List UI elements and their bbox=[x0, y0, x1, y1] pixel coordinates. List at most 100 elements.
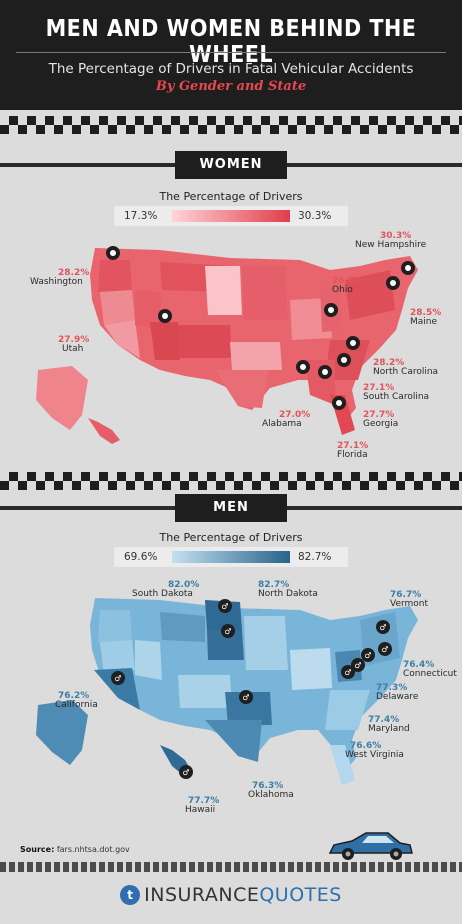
state-california bbox=[94, 668, 140, 710]
pct-hawaii: 77.7% bbox=[188, 796, 220, 806]
svg-text:♂: ♂ bbox=[221, 602, 228, 611]
state-alaska bbox=[36, 700, 88, 765]
label-delaware: Delaware bbox=[376, 692, 419, 702]
pin-icon bbox=[324, 303, 338, 317]
pct-south-carolina: 27.1% bbox=[363, 383, 395, 393]
male-symbol-icon: ♂ bbox=[351, 658, 365, 672]
state-south-dakota bbox=[207, 630, 244, 660]
state-oklahoma bbox=[225, 692, 272, 725]
state-oklahoma bbox=[230, 342, 282, 370]
pin-icon bbox=[296, 360, 310, 374]
source-label: Source: bbox=[20, 845, 55, 854]
svg-text:♂: ♂ bbox=[242, 693, 249, 702]
label-south-carolina: South Carolina bbox=[363, 392, 430, 402]
label-vermont: Vermont bbox=[390, 599, 429, 609]
women-legend-low: 17.3% bbox=[124, 210, 158, 222]
pct-florida: 27.1% bbox=[337, 441, 369, 451]
women-legend: 17.3% 30.3% bbox=[114, 206, 348, 226]
page-tagline: By Gender and State bbox=[155, 79, 307, 94]
state-north-dakota bbox=[205, 600, 242, 630]
pin-icon bbox=[158, 309, 172, 323]
men-us-map: ♂ ♂ ♂ ♂ ♂ ♂ ♂ ♂ ♂ ♂ bbox=[36, 598, 418, 785]
label-florida: Florida bbox=[337, 450, 368, 460]
male-symbol-icon: ♂ bbox=[376, 620, 390, 634]
state-minnesota bbox=[242, 266, 288, 320]
pct-georgia: 27.7% bbox=[363, 410, 395, 420]
male-symbol-icon: ♂ bbox=[378, 642, 392, 656]
checkered-strip bbox=[0, 116, 462, 134]
state-montana bbox=[160, 612, 205, 642]
state-texas bbox=[215, 370, 268, 408]
women-legend-title: The Percentage of Drivers bbox=[159, 190, 303, 203]
header-banner: MEN AND WOMEN BEHIND THE WHEEL The Perce… bbox=[0, 0, 462, 110]
pct-alabama: 27.0% bbox=[279, 410, 311, 420]
logo-text-insurance: INSURANCE bbox=[144, 884, 260, 906]
women-state-shapes bbox=[36, 248, 418, 444]
pin-icon bbox=[318, 365, 332, 379]
label-maine: Maine bbox=[410, 317, 438, 327]
pin-icon bbox=[337, 353, 351, 367]
car-illustration bbox=[328, 832, 413, 860]
label-south-dakota: South Dakota bbox=[132, 589, 193, 599]
women-map-pins bbox=[106, 246, 415, 410]
pin-icon bbox=[106, 246, 120, 260]
pct-north-carolina: 28.2% bbox=[373, 358, 405, 368]
pct-washington: 28.2% bbox=[58, 268, 90, 278]
label-hawaii: Hawaii bbox=[185, 805, 216, 815]
pin-icon bbox=[346, 336, 360, 350]
logo-text-quotes: QUOTES bbox=[259, 884, 342, 906]
state-idaho bbox=[135, 290, 162, 330]
svg-text:♂: ♂ bbox=[381, 645, 388, 654]
state-oregon bbox=[100, 640, 135, 675]
male-symbol-icon: ♂ bbox=[239, 690, 253, 704]
men-legend-low: 69.6% bbox=[124, 551, 158, 563]
label-alabama: Alabama bbox=[262, 419, 302, 429]
state-california bbox=[104, 320, 140, 358]
men-legend-high: 82.7% bbox=[298, 551, 332, 563]
state-colorado bbox=[178, 325, 232, 358]
state-midwest bbox=[290, 648, 332, 690]
men-legend: 69.6% 82.7% bbox=[114, 547, 348, 567]
state-colorado bbox=[178, 675, 232, 708]
logo-mark-icon: t bbox=[120, 885, 141, 905]
label-west-virginia: West Virginia bbox=[345, 750, 404, 760]
state-dakotas bbox=[205, 266, 242, 315]
brand-logo: t INSURANCEQUOTES bbox=[0, 884, 462, 906]
svg-text:♂: ♂ bbox=[114, 674, 121, 683]
pin-icon bbox=[401, 261, 415, 275]
svg-text:♂: ♂ bbox=[379, 623, 386, 632]
label-north-carolina: North Carolina bbox=[373, 367, 439, 377]
state-hawaii bbox=[88, 418, 120, 444]
women-us-map bbox=[36, 246, 418, 444]
men-map-pins: ♂ ♂ ♂ ♂ ♂ ♂ ♂ ♂ ♂ ♂ bbox=[111, 599, 392, 779]
label-georgia: Georgia bbox=[363, 419, 399, 429]
label-maryland: Maryland bbox=[368, 724, 410, 734]
svg-text:♂: ♂ bbox=[344, 668, 351, 677]
pct-maine: 28.5% bbox=[410, 308, 442, 318]
label-connecticut: Connecticut bbox=[403, 669, 457, 679]
pin-icon bbox=[332, 396, 346, 410]
state-idaho bbox=[135, 640, 162, 680]
state-florida bbox=[330, 745, 355, 785]
source-note: Source: fars.nhtsa.dot.gov bbox=[20, 845, 130, 854]
women-legend-gradient bbox=[172, 210, 290, 222]
state-texas bbox=[205, 720, 262, 762]
label-california: California bbox=[55, 700, 98, 710]
svg-text:♂: ♂ bbox=[224, 627, 231, 636]
label-washington: Washington bbox=[30, 277, 83, 287]
state-carolinas bbox=[325, 690, 370, 730]
pct-new-hampshire: 30.3% bbox=[380, 231, 412, 241]
svg-text:♂: ♂ bbox=[354, 661, 361, 670]
pct-west-virginia: 76.6% bbox=[350, 741, 382, 751]
pct-vermont: 76.7% bbox=[390, 590, 422, 600]
male-symbol-icon: ♂ bbox=[361, 648, 375, 662]
state-alaska bbox=[36, 366, 88, 430]
pct-connecticut: 76.4% bbox=[403, 660, 435, 670]
svg-text:♂: ♂ bbox=[364, 651, 371, 660]
male-symbol-icon: ♂ bbox=[341, 665, 355, 679]
pct-north-dakota: 82.7% bbox=[258, 580, 290, 590]
men-legend-title: The Percentage of Drivers bbox=[159, 531, 303, 544]
women-legend-high: 30.3% bbox=[298, 210, 332, 222]
page-title: MEN AND WOMEN BEHIND THE WHEEL bbox=[45, 16, 417, 68]
tire-tread-strip bbox=[0, 862, 462, 872]
